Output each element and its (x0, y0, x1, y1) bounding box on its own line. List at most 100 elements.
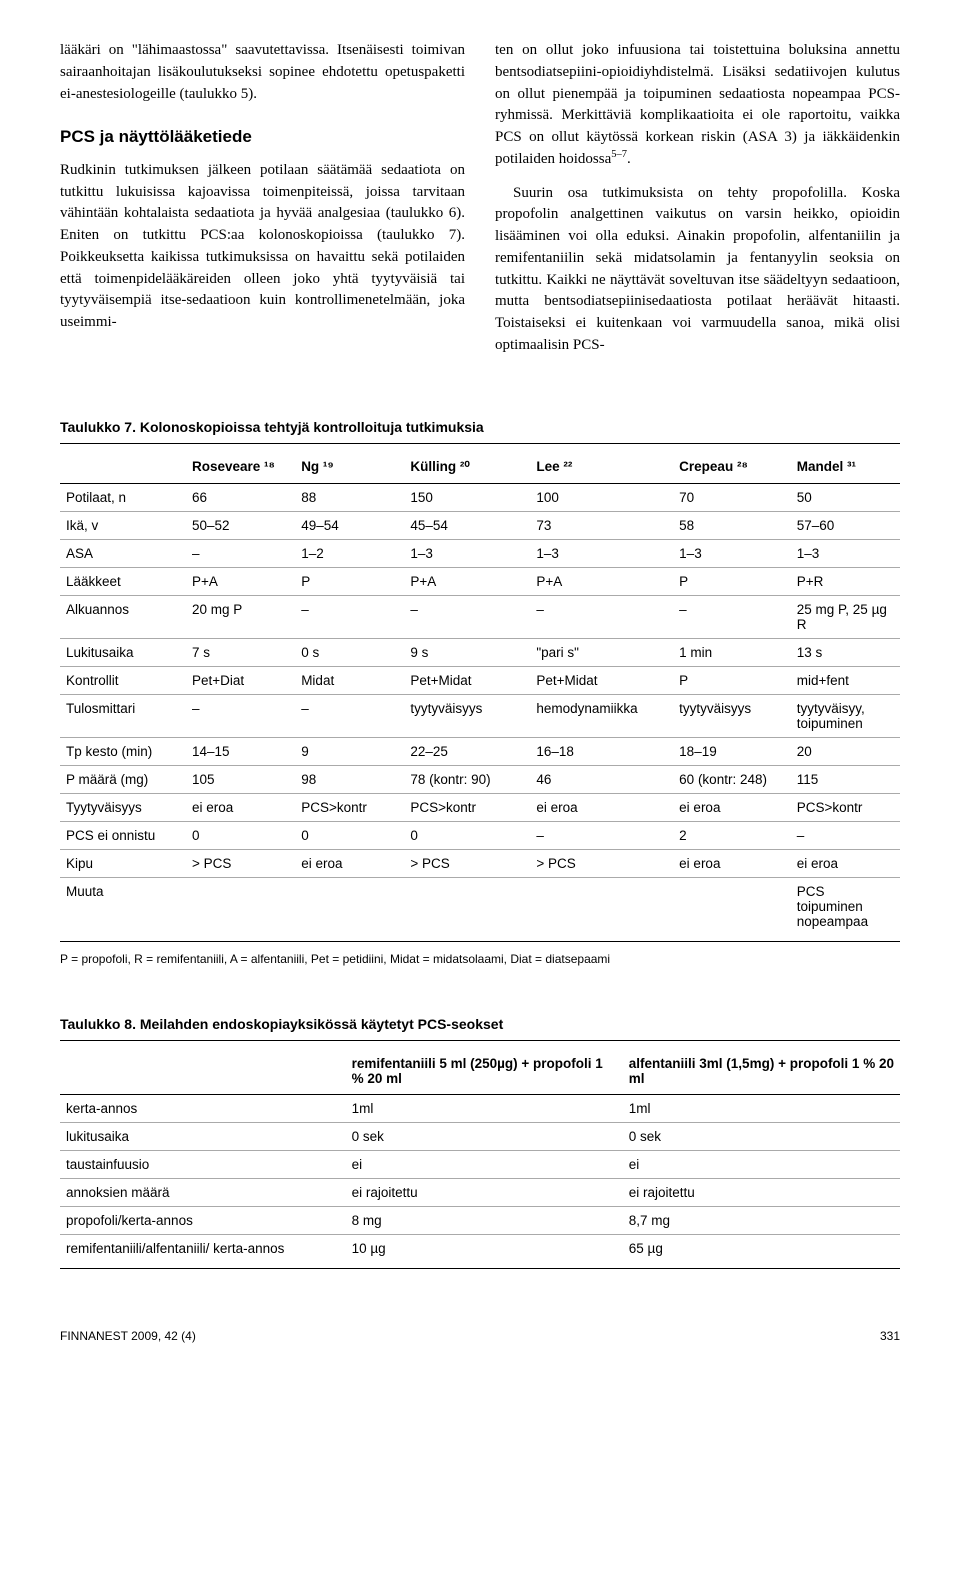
table-cell: ei eroa (791, 849, 900, 877)
table-cell: P+A (530, 567, 673, 595)
table-cell: 115 (791, 765, 900, 793)
table-cell: P (673, 666, 791, 694)
table-cell: 9 s (404, 638, 530, 666)
table-cell: P määrä (mg) (60, 765, 186, 793)
table-cell: remifentaniili/alfentaniili/ kerta-annos (60, 1234, 346, 1262)
table-cell: – (791, 821, 900, 849)
table-header-cell: Mandel ³¹ (791, 454, 900, 484)
table-cell: – (295, 694, 404, 737)
table-row: KontrollitPet+DiatMidatPet+MidatPet+Mida… (60, 666, 900, 694)
table-cell: Kipu (60, 849, 186, 877)
table-cell: PCS ei onnistu (60, 821, 186, 849)
table-cell: "pari s" (530, 638, 673, 666)
table-row: ASA–1–21–31–31–31–3 (60, 539, 900, 567)
table-cell: 16–18 (530, 737, 673, 765)
table-cell: 65 µg (623, 1234, 900, 1262)
table-header-cell (60, 454, 186, 484)
table-cell: Tyytyväisyys (60, 793, 186, 821)
table-cell: ei eroa (295, 849, 404, 877)
table-cell: ei eroa (673, 793, 791, 821)
table-row: PCS ei onnistu000–2– (60, 821, 900, 849)
table-cell: P (295, 567, 404, 595)
table-cell: 9 (295, 737, 404, 765)
table-cell: propofoli/kerta-annos (60, 1206, 346, 1234)
table-cell: 8,7 mg (623, 1206, 900, 1234)
table-row: Alkuannos20 mg P––––25 mg P, 25 µg R (60, 595, 900, 638)
table-cell: ei (346, 1150, 623, 1178)
table-cell: 1ml (346, 1094, 623, 1122)
table-cell: 45–54 (404, 511, 530, 539)
table-header-cell: Lee ²² (530, 454, 673, 484)
table-row: annoksien määräei rajoitettuei rajoitett… (60, 1178, 900, 1206)
table-cell (186, 877, 295, 935)
page: lääkäri on "lähimaastossa" saavutettavis… (0, 0, 960, 1373)
table-cell: 8 mg (346, 1206, 623, 1234)
table-row: lukitusaika0 sek0 sek (60, 1122, 900, 1150)
table-cell: 1–3 (530, 539, 673, 567)
table-header-cell (60, 1051, 346, 1095)
table-cell: 0 sek (623, 1122, 900, 1150)
right-p1-text: ten on ollut joko infuusiona tai toistet… (495, 42, 900, 167)
table-header-cell: Crepeau ²⁸ (673, 454, 791, 484)
table-cell: > PCS (186, 849, 295, 877)
table-row: propofoli/kerta-annos8 mg8,7 mg (60, 1206, 900, 1234)
table-cell: – (530, 821, 673, 849)
table-row: Ikä, v50–5249–5445–54735857–60 (60, 511, 900, 539)
table7-rule-top (60, 443, 900, 444)
table-cell: ASA (60, 539, 186, 567)
table-row: taustainfuusioeiei (60, 1150, 900, 1178)
table-cell: 1ml (623, 1094, 900, 1122)
table-cell: hemodynamiikka (530, 694, 673, 737)
table-cell: Lukitusaika (60, 638, 186, 666)
table7-caption: Taulukko 7. Kolonoskopioissa tehtyjä kon… (60, 419, 900, 435)
table-cell: 25 mg P, 25 µg R (791, 595, 900, 638)
table-cell: P+A (404, 567, 530, 595)
table-cell: P+A (186, 567, 295, 595)
table-cell: – (530, 595, 673, 638)
table-row: remifentaniili 5 ml (250µg) + propofoli … (60, 1051, 900, 1095)
table-cell: 46 (530, 765, 673, 793)
table-cell: Pet+Diat (186, 666, 295, 694)
table-cell: 20 mg P (186, 595, 295, 638)
table-cell: 14–15 (186, 737, 295, 765)
table-cell: ei eroa (530, 793, 673, 821)
table-cell: 0 (295, 821, 404, 849)
table-header-cell: Roseveare ¹⁸ (186, 454, 295, 484)
table-cell: 100 (530, 483, 673, 511)
table-cell: 0 (186, 821, 295, 849)
section-heading: PCS ja näyttölääketiede (60, 125, 465, 150)
table-cell: – (186, 539, 295, 567)
table-cell: 0 s (295, 638, 404, 666)
table-cell: 150 (404, 483, 530, 511)
table-cell: 105 (186, 765, 295, 793)
table-cell: Muuta (60, 877, 186, 935)
left-p2: Rudkinin tutkimuksen jälkeen potilaan sä… (60, 160, 465, 334)
table-cell: mid+fent (791, 666, 900, 694)
table-cell: 58 (673, 511, 791, 539)
table-cell: Tulosmittari (60, 694, 186, 737)
table-cell: 10 µg (346, 1234, 623, 1262)
table8-rule-top (60, 1040, 900, 1041)
table-cell: – (186, 694, 295, 737)
table-cell: 1–2 (295, 539, 404, 567)
table-cell: Alkuannos (60, 595, 186, 638)
page-footer: FINNANEST 2009, 42 (4) 331 (60, 1329, 900, 1343)
table-cell: > PCS (404, 849, 530, 877)
table-cell: 0 sek (346, 1122, 623, 1150)
table-cell: 7 s (186, 638, 295, 666)
table-cell: 49–54 (295, 511, 404, 539)
table8-block: Taulukko 8. Meilahden endoskopiayksiköss… (60, 1016, 900, 1269)
table-cell: – (404, 595, 530, 638)
table-cell: ei rajoitettu (346, 1178, 623, 1206)
left-column: lääkäri on "lähimaastossa" saavutettavis… (60, 40, 465, 369)
table7-block: Taulukko 7. Kolonoskopioissa tehtyjä kon… (60, 419, 900, 966)
table-cell (673, 877, 791, 935)
table-row: Tp kesto (min)14–15922–2516–1818–1920 (60, 737, 900, 765)
table-cell: Pet+Midat (530, 666, 673, 694)
table-cell: Ikä, v (60, 511, 186, 539)
table-cell: ei eroa (186, 793, 295, 821)
table-cell (530, 877, 673, 935)
table-cell: tyytyväisyys (673, 694, 791, 737)
table-row: remifentaniili/alfentaniili/ kerta-annos… (60, 1234, 900, 1262)
table-cell: 78 (kontr: 90) (404, 765, 530, 793)
